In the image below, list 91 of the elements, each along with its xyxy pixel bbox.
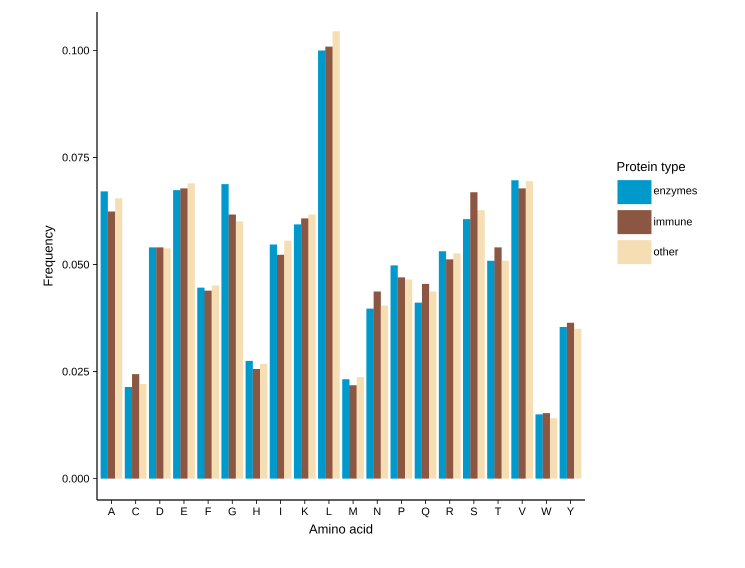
bar <box>446 259 454 479</box>
bar <box>349 385 357 479</box>
bar <box>228 214 236 479</box>
x-tick-label: P <box>398 508 404 516</box>
bar <box>380 306 388 479</box>
bar <box>197 288 205 479</box>
bar <box>366 308 374 479</box>
bar <box>374 292 381 479</box>
bar <box>180 188 188 479</box>
bar <box>325 46 333 479</box>
y-tick-label: 0.000 <box>62 474 90 482</box>
y-tick-label: 0.100 <box>62 46 90 54</box>
bar <box>173 190 180 479</box>
y-tick-label: 0.025 <box>62 368 90 376</box>
bar <box>550 418 558 479</box>
legend-label: enzymes <box>654 188 697 197</box>
bar <box>308 214 316 479</box>
x-tick-label: A <box>108 508 116 516</box>
x-tick-label: M <box>349 508 357 516</box>
bar <box>478 210 485 479</box>
x-tick-label: E <box>181 508 188 516</box>
bar <box>188 183 195 479</box>
bar <box>236 221 244 479</box>
x-tick-label: T <box>494 508 502 516</box>
bar <box>221 184 229 479</box>
x-tick-label: G <box>228 508 236 516</box>
bar <box>494 247 502 479</box>
bar <box>502 260 509 479</box>
y-tick-label: 0.075 <box>62 154 90 162</box>
x-tick-label: D <box>156 508 164 516</box>
bar <box>398 277 406 479</box>
x-tick-label: C <box>132 508 140 516</box>
bar <box>390 265 398 479</box>
bar <box>284 240 292 479</box>
bar <box>100 191 108 479</box>
bar <box>332 31 340 479</box>
bar <box>108 211 116 479</box>
bar <box>422 284 430 479</box>
bar <box>356 377 364 479</box>
bar <box>148 247 156 479</box>
bar <box>566 322 574 479</box>
bar <box>318 50 326 479</box>
x-axis-title: Amino acid <box>309 524 372 534</box>
bar <box>124 386 132 479</box>
bar <box>139 384 147 479</box>
bar <box>301 218 308 479</box>
bar <box>414 302 422 479</box>
bar <box>438 251 446 479</box>
x-tick-label: F <box>206 508 212 516</box>
bar <box>252 369 260 479</box>
bar <box>453 253 461 479</box>
bar <box>270 244 277 479</box>
x-tick-label: N <box>374 508 380 516</box>
legend-title: Protein type <box>618 162 686 174</box>
bar <box>470 192 478 479</box>
x-tick-label: Q <box>422 508 430 518</box>
bar <box>132 374 140 479</box>
bar <box>487 260 494 479</box>
x-tick-label: H <box>253 508 260 516</box>
legend-label: immune <box>654 217 692 226</box>
bar <box>535 414 543 479</box>
bar <box>574 328 582 479</box>
x-tick-label: L <box>326 508 332 516</box>
bar <box>463 219 470 479</box>
bar <box>115 198 122 479</box>
y-tick-label: 0.050 <box>62 260 90 268</box>
bar <box>405 280 412 479</box>
bar <box>542 413 550 479</box>
bar <box>276 254 284 479</box>
x-tick-label: V <box>518 508 526 516</box>
x-tick-label: S <box>470 508 478 516</box>
bar <box>526 181 534 479</box>
bar <box>560 327 567 479</box>
bar <box>163 248 171 479</box>
bar <box>429 292 436 479</box>
bar <box>260 364 268 479</box>
x-tick-label: I <box>280 508 282 516</box>
bar <box>204 290 212 479</box>
bar <box>518 188 526 479</box>
bar <box>212 286 220 479</box>
bar <box>156 247 164 479</box>
x-tick-label: Y <box>567 508 574 516</box>
bar <box>342 379 350 479</box>
bar <box>246 360 253 479</box>
x-tick-label: W <box>541 508 552 516</box>
bar <box>294 224 302 479</box>
x-tick-label: K <box>302 508 308 516</box>
legend-label: other <box>654 247 678 256</box>
bar <box>511 180 519 479</box>
y-axis-title: Frequency <box>44 225 56 286</box>
x-tick-label: R <box>446 508 454 516</box>
